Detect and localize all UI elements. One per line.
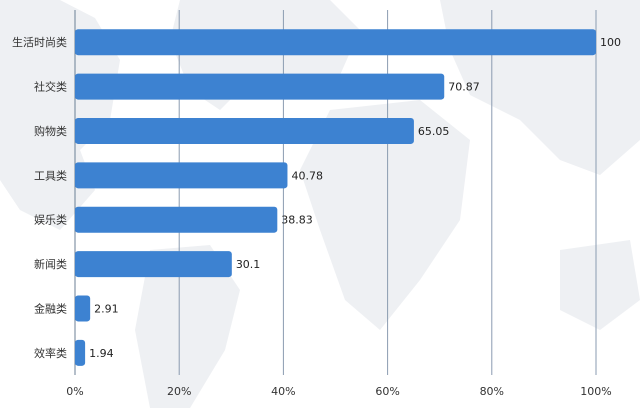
bar xyxy=(75,206,278,233)
value-labels: 100 70.87 65.05 40.78 38.83 30.1 2.91 1.94 xyxy=(89,36,621,360)
x-tick-label: 40% xyxy=(271,385,295,398)
x-tick-label: 60% xyxy=(375,385,399,398)
bar xyxy=(75,339,86,366)
bars xyxy=(75,29,596,366)
bar xyxy=(75,29,596,56)
value-label: 70.87 xyxy=(448,81,480,94)
category-label: 娱乐类 xyxy=(34,213,67,227)
bar xyxy=(75,117,414,144)
category-label: 社交类 xyxy=(34,80,67,94)
value-label: 40.78 xyxy=(291,169,323,182)
category-label: 工具类 xyxy=(34,168,67,182)
value-label: 2.91 xyxy=(94,302,119,315)
bar xyxy=(75,251,232,278)
value-label: 38.83 xyxy=(281,214,313,227)
category-label: 生活时尚类 xyxy=(12,35,67,49)
value-label: 100 xyxy=(600,36,621,49)
category-label: 新闻类 xyxy=(34,257,67,271)
value-label: 65.05 xyxy=(418,125,450,138)
value-label: 30.1 xyxy=(236,258,260,271)
bar xyxy=(75,73,445,100)
category-label: 购物类 xyxy=(34,124,67,138)
category-label: 金融类 xyxy=(34,301,67,315)
bar xyxy=(75,295,91,322)
category-label: 效率类 xyxy=(34,346,67,360)
x-tick-label: 100% xyxy=(580,385,611,398)
x-tick-label: 0% xyxy=(66,385,83,398)
x-tick-label: 20% xyxy=(167,385,191,398)
x-axis-tick-labels: 0% 20% 40% 60% 80% 100% xyxy=(66,385,611,398)
bar xyxy=(75,162,288,189)
x-tick-label: 80% xyxy=(480,385,504,398)
value-label: 1.94 xyxy=(89,347,114,360)
